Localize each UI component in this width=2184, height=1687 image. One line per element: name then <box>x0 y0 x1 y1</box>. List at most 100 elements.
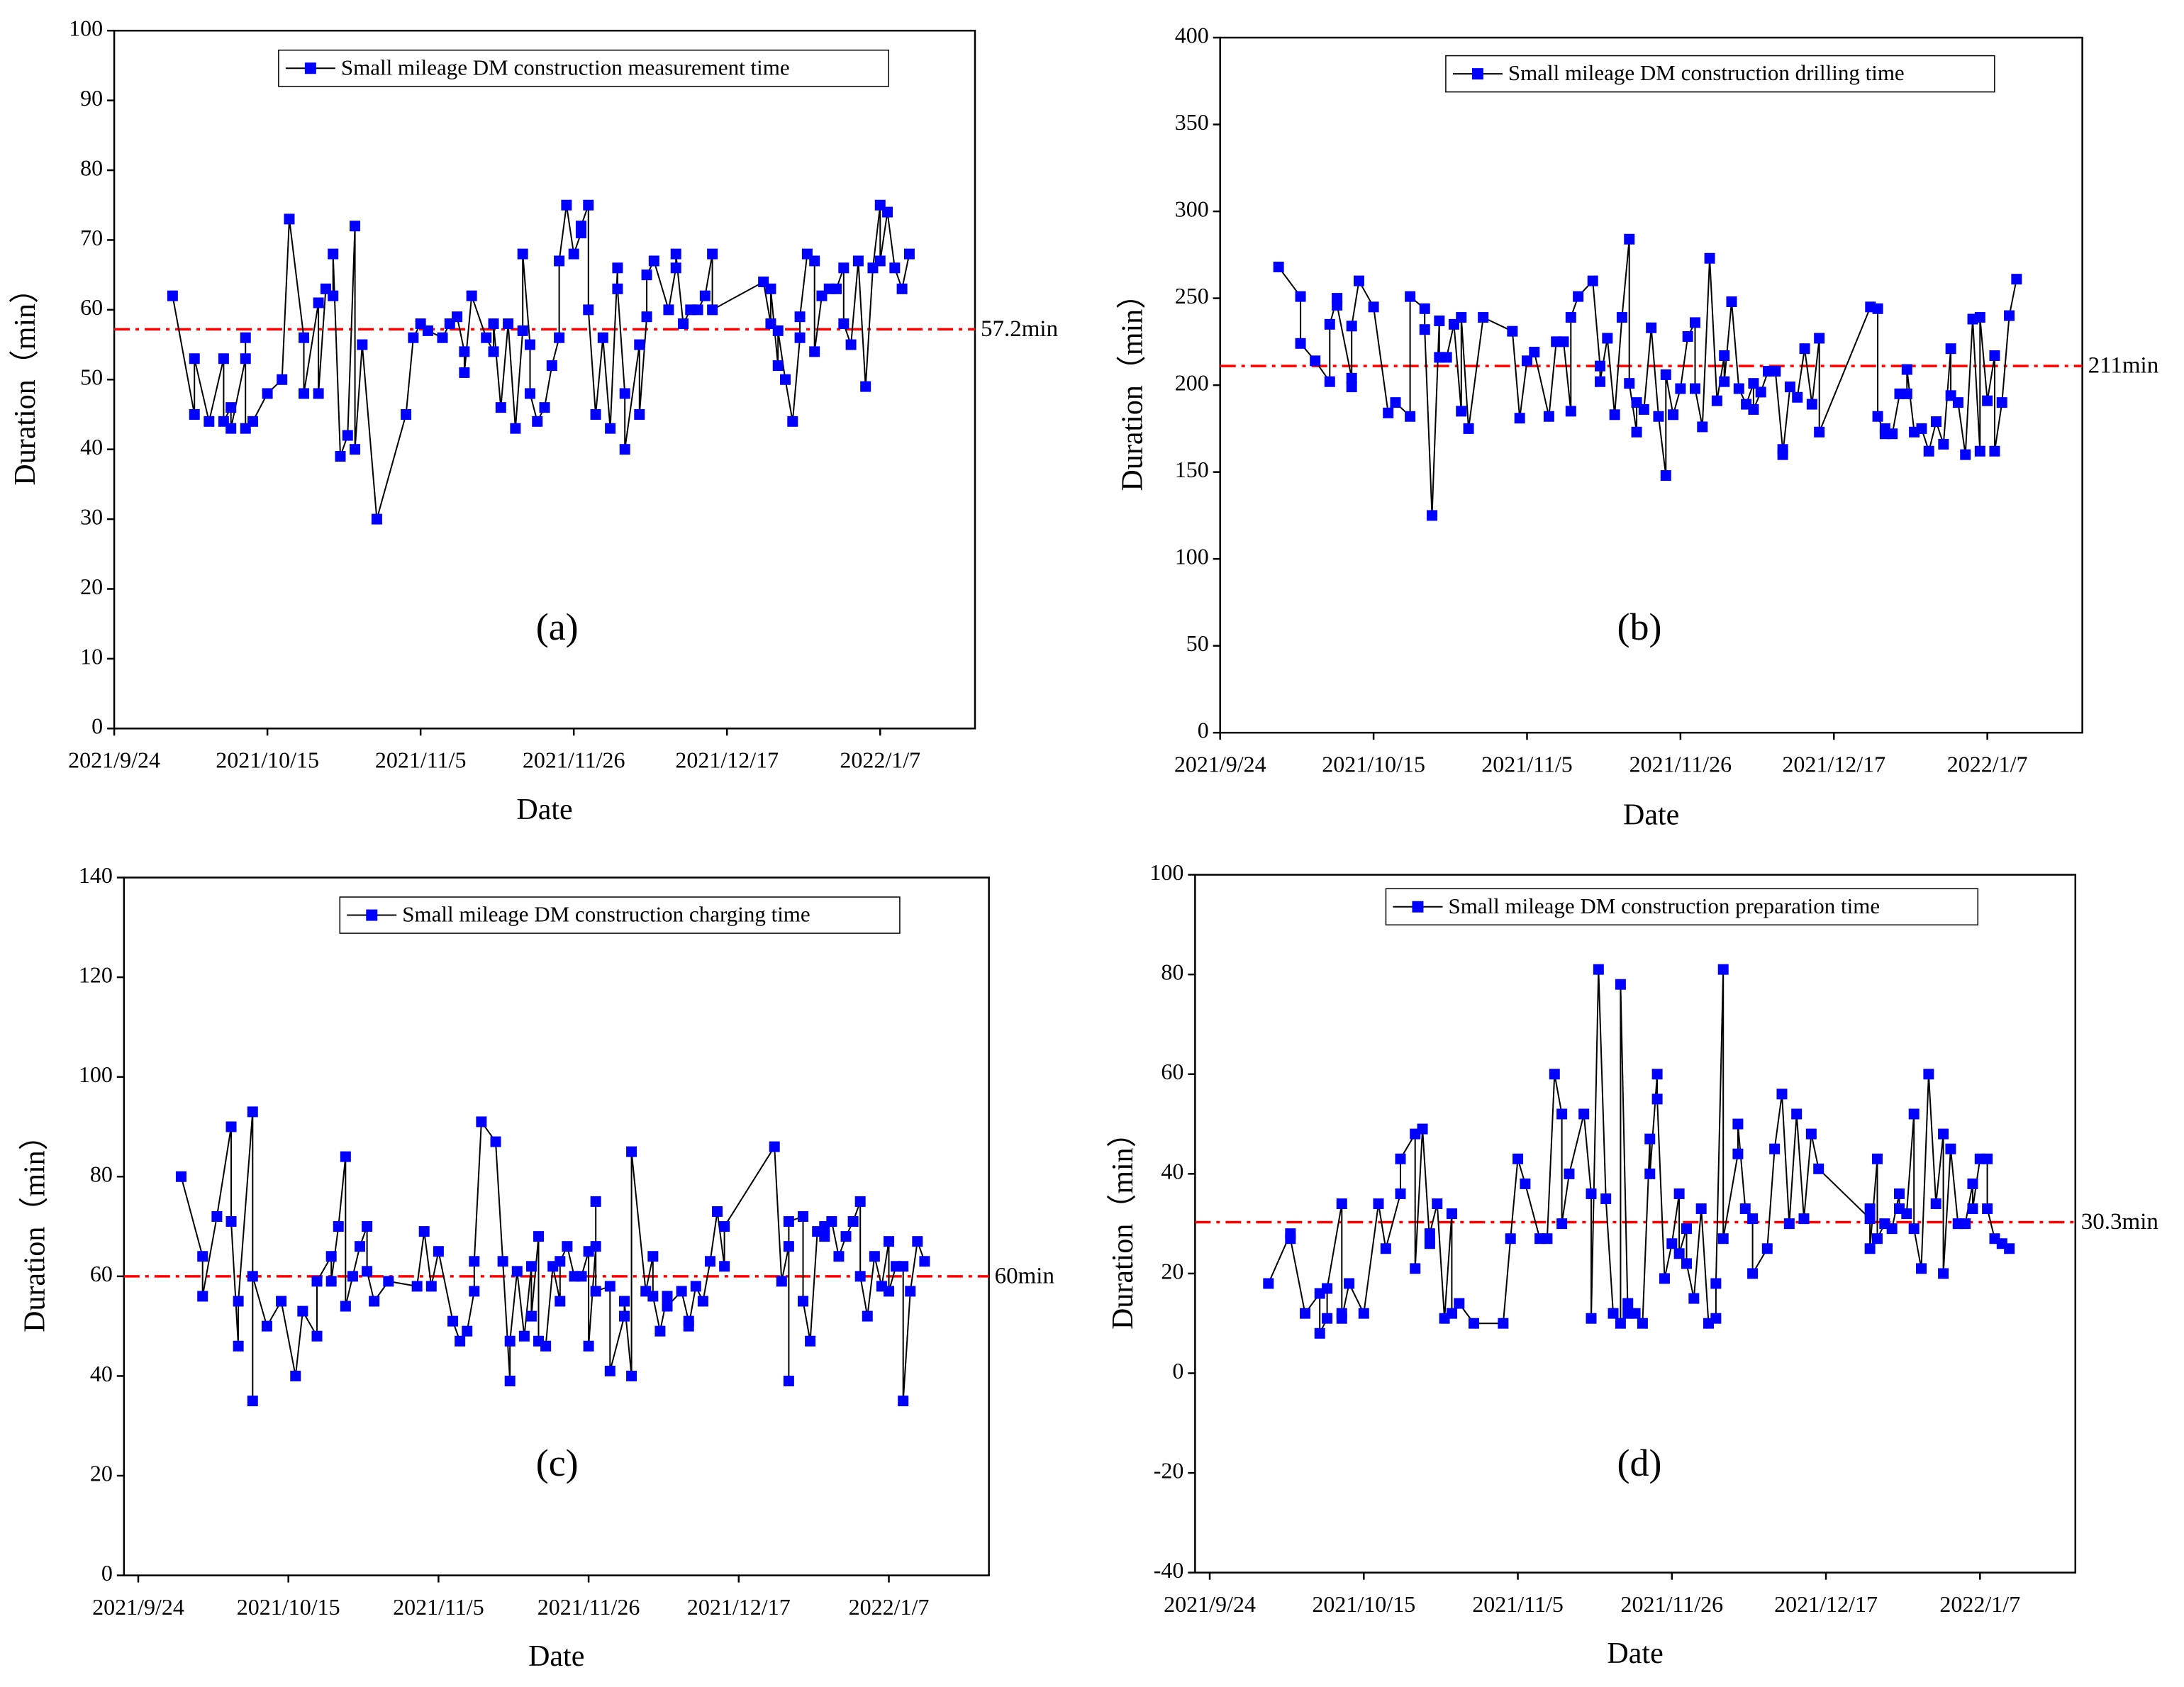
legend-marker <box>304 62 316 74</box>
marker <box>540 1340 552 1352</box>
marker <box>1960 1218 1971 1230</box>
legend-box <box>1445 55 1995 93</box>
marker <box>1644 1133 1656 1145</box>
marker <box>1314 1327 1325 1339</box>
marker <box>1295 291 1306 302</box>
marker <box>1609 409 1620 421</box>
marker <box>1405 291 1416 302</box>
marker <box>1666 1238 1678 1249</box>
marker <box>247 1396 258 1407</box>
marker <box>1565 312 1576 323</box>
marker <box>699 290 711 301</box>
marker <box>590 1286 601 1297</box>
marker <box>362 1266 373 1277</box>
y-tick-label: 40 <box>1161 1159 1183 1184</box>
marker <box>517 325 528 336</box>
marker <box>670 262 681 274</box>
marker <box>1468 1318 1479 1329</box>
y-tick-label: 80 <box>80 155 103 180</box>
marker <box>1424 1228 1435 1240</box>
marker <box>555 1256 566 1267</box>
marker <box>1792 391 1803 403</box>
marker <box>328 290 339 301</box>
marker <box>690 1281 701 1292</box>
marker <box>1777 449 1788 460</box>
marker <box>408 332 419 343</box>
marker <box>1390 397 1401 408</box>
marker <box>794 332 806 343</box>
marker <box>1814 333 1825 344</box>
legend-box <box>278 49 889 87</box>
marker <box>794 311 806 323</box>
marker <box>313 297 324 308</box>
marker <box>469 1256 480 1267</box>
y-tick-label: 20 <box>90 1460 113 1486</box>
marker <box>1616 312 1627 323</box>
marker <box>1336 1313 1347 1324</box>
marker <box>1784 382 1795 393</box>
marker <box>371 513 382 525</box>
marker <box>1673 1188 1685 1199</box>
marker <box>874 255 886 267</box>
x-tick-label: 2021/9/24 <box>68 747 160 773</box>
x-tick-label: 2022/1/7 <box>840 747 920 773</box>
marker <box>1427 510 1438 521</box>
x-tick-label: 2021/9/24 <box>1164 1591 1256 1617</box>
y-tick-label: 60 <box>80 294 103 320</box>
marker <box>1871 1153 1883 1164</box>
y-tick-label: 200 <box>1175 369 1209 395</box>
marker <box>211 1210 223 1222</box>
x-tick-label: 2021/10/15 <box>1322 752 1425 777</box>
y-tick-label: -20 <box>1154 1457 1184 1483</box>
panel-label: (a) <box>536 606 579 648</box>
marker <box>1894 1188 1905 1199</box>
marker <box>583 304 594 316</box>
y-tick-label: 0 <box>1198 718 1209 743</box>
marker <box>670 248 681 260</box>
x-tick-label: 2021/10/15 <box>237 1594 340 1620</box>
marker <box>1651 1069 1663 1080</box>
legend-label: Small mileage DM construction drilling t… <box>1508 60 1905 85</box>
marker <box>1602 333 1613 344</box>
marker <box>1719 350 1730 361</box>
marker <box>1549 1069 1560 1080</box>
marker <box>1967 1178 1978 1189</box>
y-tick-label: 0 <box>91 713 103 739</box>
marker <box>707 304 718 316</box>
y-tick-label: 0 <box>1172 1358 1183 1383</box>
marker <box>1512 1153 1524 1164</box>
reference-label: 60min <box>995 1263 1054 1288</box>
marker <box>433 1246 444 1257</box>
marker <box>1565 406 1576 417</box>
y-tick-label: 0 <box>101 1560 113 1586</box>
y-axis-label: Duration（min） <box>9 274 42 486</box>
marker <box>1675 383 1686 394</box>
marker <box>626 1370 637 1381</box>
marker <box>1930 1198 1941 1210</box>
marker <box>469 1286 480 1297</box>
marker <box>1651 1093 1663 1105</box>
marker <box>247 1106 258 1118</box>
marker <box>1747 1213 1759 1225</box>
marker <box>1688 1293 1700 1304</box>
marker <box>1923 1069 1934 1080</box>
marker <box>411 1281 423 1292</box>
marker <box>247 416 259 427</box>
marker <box>1383 407 1394 418</box>
marker <box>1923 445 1934 457</box>
marker <box>809 346 820 357</box>
y-tick-label: 80 <box>1161 959 1183 985</box>
marker <box>466 290 477 301</box>
reference-label: 30.3min <box>2081 1209 2158 1235</box>
marker <box>1945 1143 1956 1154</box>
marker <box>612 262 623 274</box>
y-tick-label: 300 <box>1175 196 1209 221</box>
plot-frame <box>123 876 990 1576</box>
marker <box>1324 376 1335 387</box>
marker <box>437 332 448 343</box>
marker <box>1419 324 1430 335</box>
marker <box>612 283 623 294</box>
marker <box>1521 355 1532 367</box>
marker <box>1529 347 1540 358</box>
